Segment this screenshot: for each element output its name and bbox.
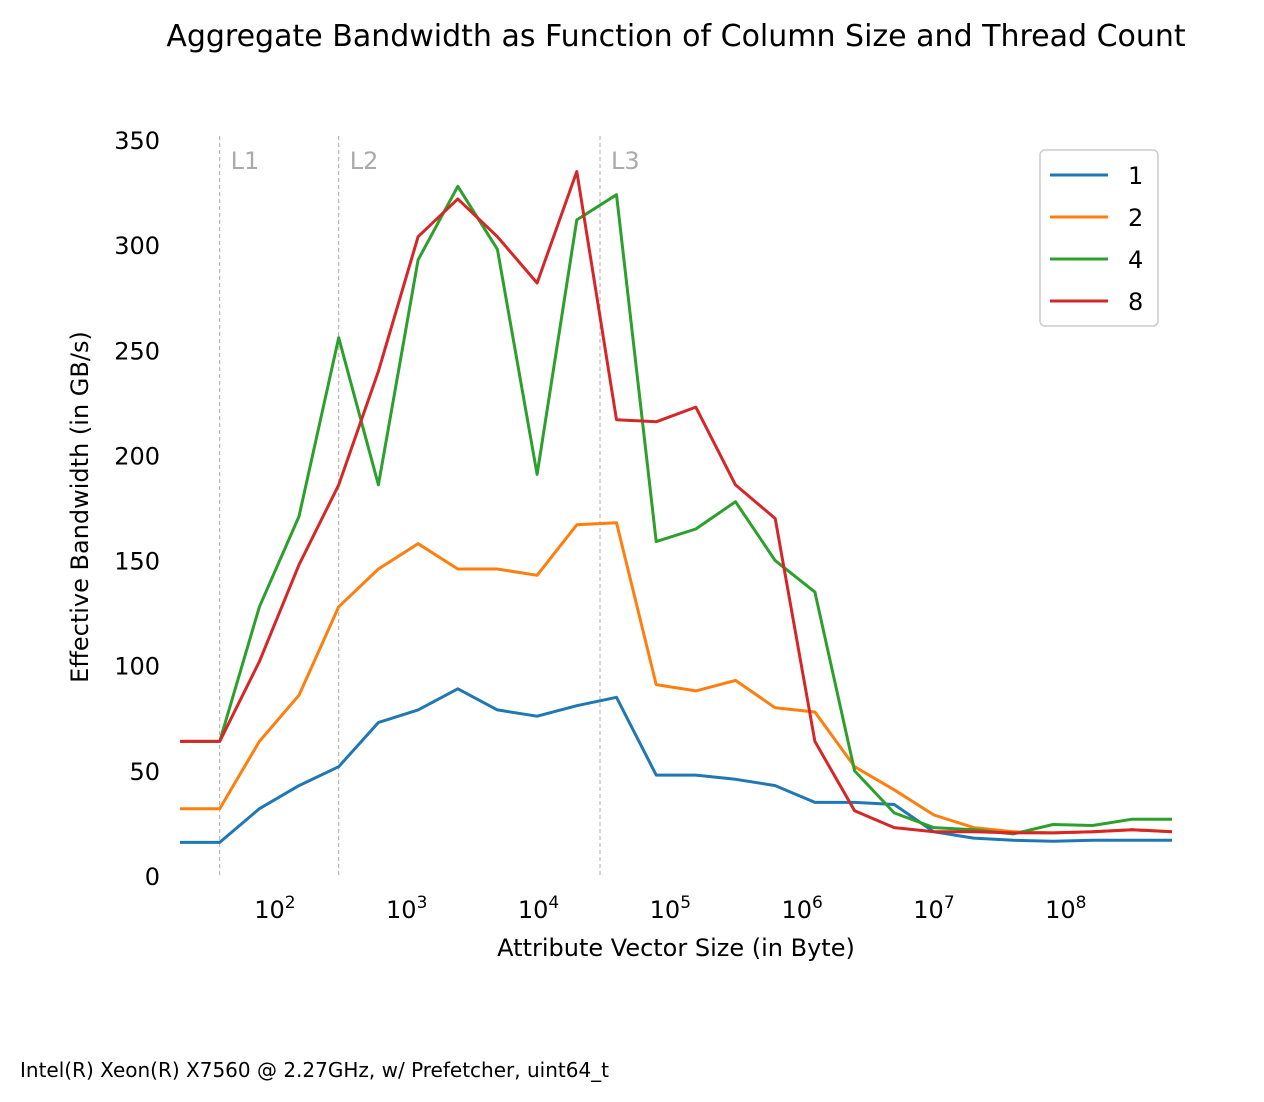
series-lines — [180, 170, 1173, 844]
x-axis-label: Attribute Vector Size (in Byte) — [497, 934, 855, 962]
legend-box — [1039, 149, 1159, 327]
legend-label-2: 2 — [1128, 204, 1143, 232]
series-line-8 — [180, 170, 1173, 835]
x-tick-label: 102 — [254, 893, 295, 924]
cache-label-l2: L2 — [350, 147, 379, 175]
x-tick-label: 104 — [518, 893, 559, 924]
y-tick-label: 300 — [114, 232, 160, 260]
x-tick-label: 103 — [386, 893, 427, 924]
series-line-1 — [180, 687, 1172, 844]
y-axis-label: Effective Bandwidth (in GB/s) — [66, 331, 94, 683]
footnote: Intel(R) Xeon(R) X7560 @ 2.27GHz, w/ Pre… — [20, 1058, 609, 1082]
y-tick-label: 100 — [114, 653, 160, 681]
chart-title: Aggregate Bandwidth as Function of Colum… — [166, 19, 1186, 54]
legend-label-8: 8 — [1128, 288, 1143, 316]
series-line-2 — [180, 521, 1173, 835]
cache-markers: L1 L2 L3 — [219, 136, 640, 876]
legend: 1 2 4 8 — [1039, 149, 1159, 327]
y-axis-ticks: 0 50 100 150 200 250 300 350 — [114, 127, 160, 891]
y-tick-label: 250 — [114, 337, 160, 365]
x-tick-label: 108 — [1045, 893, 1086, 924]
y-tick-label: 350 — [114, 127, 160, 155]
y-tick-label: 50 — [129, 758, 160, 786]
cache-label-l3: L3 — [611, 147, 640, 175]
y-tick-label: 150 — [114, 548, 160, 576]
x-tick-label: 107 — [913, 893, 954, 924]
x-tick-label: 105 — [650, 893, 691, 924]
legend-label-4: 4 — [1128, 246, 1143, 274]
legend-label-1: 1 — [1128, 162, 1143, 190]
y-tick-label: 200 — [114, 442, 160, 470]
series-line-4 — [180, 184, 1172, 836]
x-tick-label: 106 — [781, 893, 822, 924]
y-tick-label: 0 — [145, 863, 160, 891]
x-axis-ticks: 102 103 104 105 106 107 108 — [254, 893, 1086, 924]
cache-label-l1: L1 — [231, 147, 260, 175]
